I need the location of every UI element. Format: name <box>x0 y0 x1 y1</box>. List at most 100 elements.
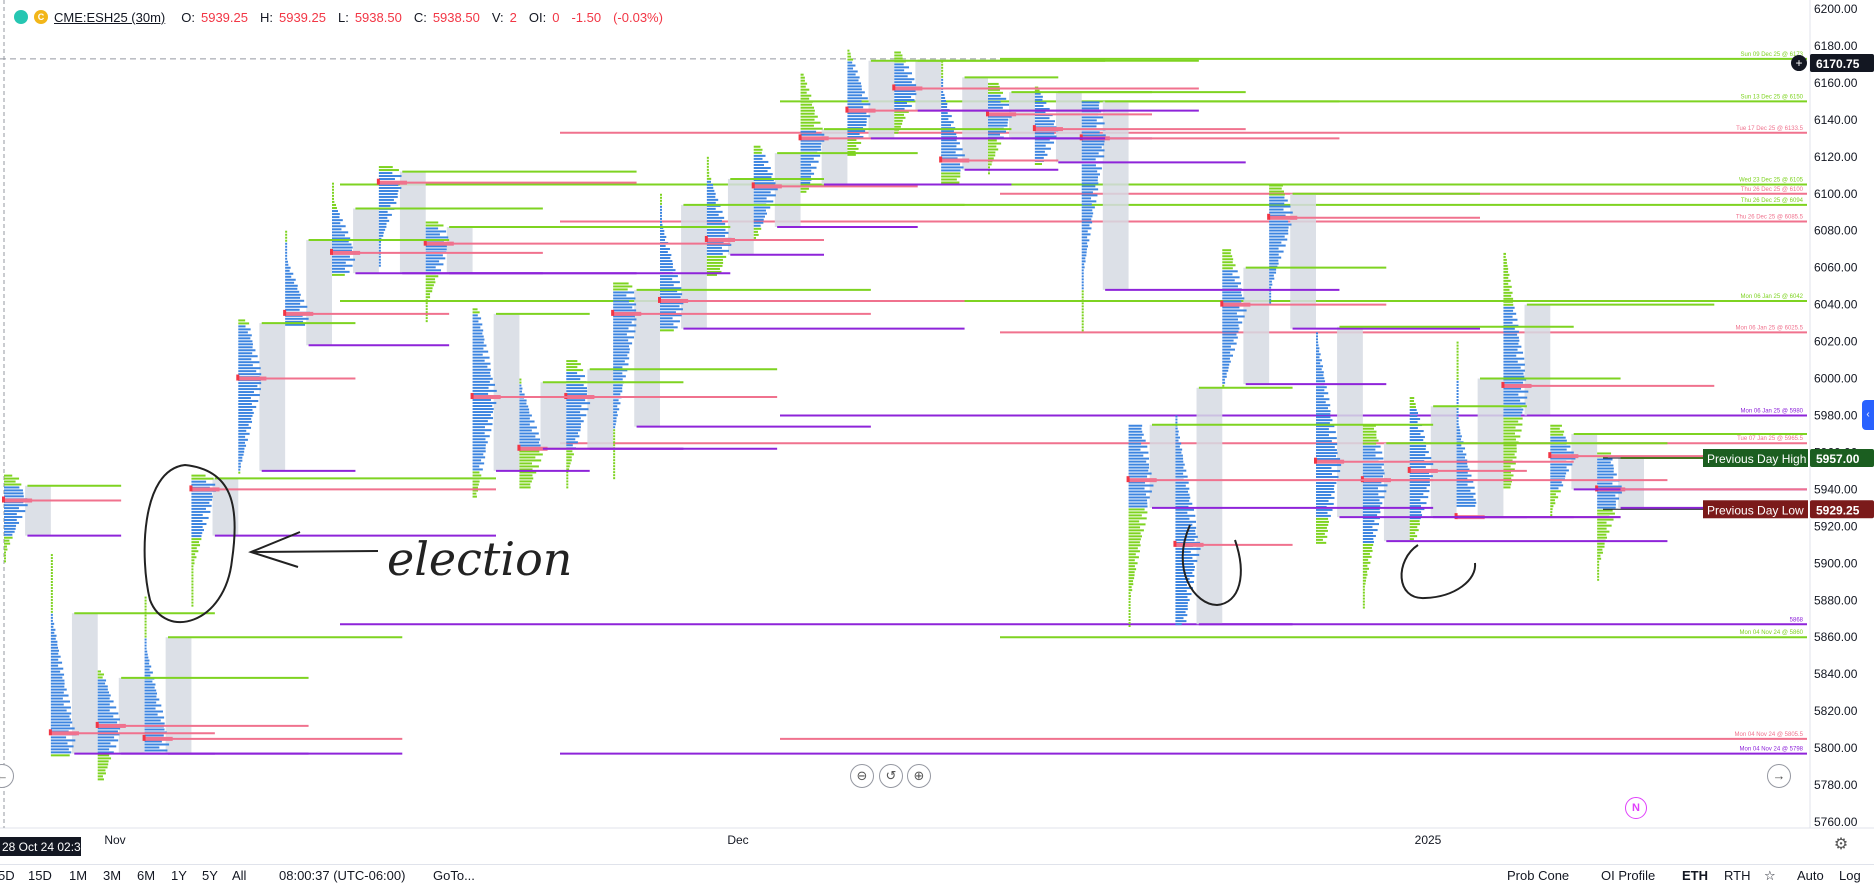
tpo-row <box>1034 95 1043 98</box>
range-3m[interactable]: 3M <box>103 868 121 883</box>
tpo-row <box>1269 274 1274 277</box>
range-15d[interactable]: 15D <box>28 868 52 883</box>
tpo-row <box>660 232 665 235</box>
tpo-row <box>1175 590 1187 593</box>
clock-time[interactable]: 08:00:37 (UTC-06:00) <box>279 868 405 883</box>
tpo-row <box>378 192 398 195</box>
tpo-row <box>941 69 944 72</box>
favorite-star-icon[interactable]: ☆ <box>1764 868 1776 884</box>
tpo-row <box>97 691 110 694</box>
range-5y[interactable]: 5Y <box>202 868 218 883</box>
add-alert-icon[interactable] <box>1791 55 1807 72</box>
day-profile[interactable] <box>95 670 145 781</box>
day-profile[interactable] <box>1267 184 1316 329</box>
day-profile[interactable] <box>751 145 801 239</box>
tpo-row <box>472 423 493 426</box>
tpo-row <box>1175 499 1190 502</box>
tpo-row <box>97 676 103 679</box>
tpo-row <box>50 709 67 712</box>
tpo-row <box>144 653 148 656</box>
tpo-row <box>566 459 572 462</box>
tpo-row <box>800 124 814 127</box>
tpo-row <box>1269 247 1279 250</box>
tpo-row <box>1362 523 1380 526</box>
day-profile[interactable] <box>470 308 520 498</box>
tpo-row <box>285 293 301 296</box>
poc-tick <box>517 444 521 451</box>
day-profile[interactable] <box>283 230 332 346</box>
naked-level-label: Sun 09 Dec 25 @ 6173 <box>1741 52 1804 58</box>
tpo-row <box>613 378 623 381</box>
tpo-row <box>566 435 580 438</box>
tpo-row <box>1503 408 1524 411</box>
log-scale-button[interactable]: Log <box>1839 868 1861 883</box>
tpo-row <box>472 453 484 456</box>
tpo-row <box>1503 486 1511 489</box>
rth-session-button[interactable]: RTH <box>1724 868 1750 883</box>
day-profile[interactable] <box>2 474 51 563</box>
tpo-row <box>1456 465 1468 468</box>
settings-gear-icon[interactable]: ⚙ <box>1832 836 1850 854</box>
oi-profile-button[interactable]: OI Profile <box>1601 868 1655 883</box>
eth-session-button[interactable]: ETH <box>1682 868 1708 883</box>
tpo-row <box>519 399 527 402</box>
auto-scale-button[interactable]: Auto <box>1797 868 1824 883</box>
symbol-name[interactable]: CME:ESH25 (30m) <box>54 10 165 25</box>
tpo-row <box>1550 424 1562 427</box>
day-profile[interactable] <box>48 554 98 757</box>
tpo-row <box>1034 150 1045 153</box>
tpo-row <box>1503 255 1506 258</box>
range-6m[interactable]: 6M <box>137 868 155 883</box>
day-profile[interactable] <box>939 60 988 184</box>
tpo-row <box>1175 421 1178 424</box>
tpo-row <box>1456 474 1472 477</box>
tpo-row <box>238 358 252 361</box>
scroll-right-button[interactable]: → <box>1767 764 1791 788</box>
tpo-row <box>706 246 722 249</box>
day-profile[interactable] <box>376 166 426 274</box>
tpo-row <box>1456 353 1459 356</box>
range-all[interactable]: All <box>232 868 246 883</box>
tpo-row <box>1503 471 1512 474</box>
day-profile[interactable] <box>845 49 895 156</box>
news-marker[interactable]: N <box>1625 797 1647 819</box>
tpo-row <box>1550 469 1569 472</box>
tpo-row <box>1081 269 1084 272</box>
day-profile[interactable] <box>704 156 754 276</box>
range-1y[interactable]: 1Y <box>171 868 187 883</box>
tpo-row <box>1128 604 1131 607</box>
day-profile[interactable] <box>1501 252 1551 489</box>
goto-button[interactable]: GoTo... <box>433 868 475 883</box>
day-profile[interactable] <box>236 319 286 474</box>
tpo-row <box>1128 624 1131 627</box>
tpo-row <box>1503 333 1518 336</box>
side-panel-handle[interactable]: ‹ <box>1862 400 1874 430</box>
tpo-row <box>1456 374 1459 377</box>
reset-chart-button[interactable]: ↺ <box>879 764 903 788</box>
tpo-row <box>988 100 1001 103</box>
tpo-row <box>1081 152 1099 155</box>
day-profile[interactable] <box>1220 249 1270 387</box>
tpo-row <box>425 317 428 320</box>
tpo-row <box>753 145 761 148</box>
tpo-row <box>1316 338 1318 341</box>
tpo-row <box>1081 104 1099 107</box>
range-1m[interactable]: 1M <box>69 868 87 883</box>
tpo-row <box>1409 433 1421 436</box>
tpo-row <box>894 110 909 113</box>
tpo-row <box>1456 341 1459 344</box>
tpo-row <box>1362 451 1383 454</box>
range-5d[interactable]: 5D <box>0 868 15 883</box>
day-profile[interactable] <box>611 282 660 480</box>
tpo-row <box>1081 326 1084 329</box>
day-profile[interactable] <box>423 221 473 323</box>
day-profile[interactable] <box>517 378 567 489</box>
prob-cone-button[interactable]: Prob Cone <box>1507 868 1569 883</box>
tpo-row <box>144 662 150 665</box>
zoom-out-button[interactable]: ⊖ <box>850 764 874 788</box>
zoom-in-button[interactable]: ⊕ <box>907 764 931 788</box>
day-profile[interactable] <box>1126 424 1176 627</box>
tpo-row <box>378 264 381 267</box>
day-profile[interactable] <box>892 51 942 134</box>
